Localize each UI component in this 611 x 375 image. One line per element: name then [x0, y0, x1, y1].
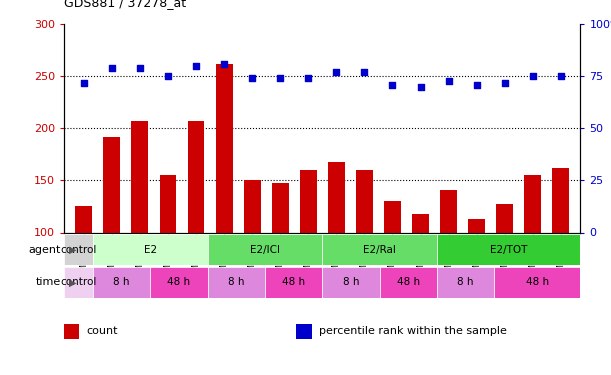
- Text: count: count: [87, 327, 119, 336]
- Bar: [328, 162, 345, 337]
- Text: control: control: [60, 278, 97, 287]
- Text: E2/TOT: E2/TOT: [490, 245, 527, 255]
- Bar: [244, 180, 260, 337]
- Point: [79, 80, 89, 86]
- Bar: [494, 267, 580, 298]
- Bar: [64, 267, 93, 298]
- Point: [219, 61, 229, 67]
- Text: 8 h: 8 h: [343, 278, 359, 287]
- Bar: [103, 137, 120, 337]
- Text: E2/Ral: E2/Ral: [363, 245, 396, 255]
- Bar: [356, 170, 373, 337]
- Bar: [552, 168, 569, 337]
- Point: [359, 69, 369, 75]
- Text: 48 h: 48 h: [397, 278, 420, 287]
- Bar: [524, 175, 541, 337]
- Point: [500, 80, 510, 86]
- Bar: [437, 267, 494, 298]
- Bar: [440, 190, 457, 337]
- Bar: [384, 201, 401, 337]
- Point: [304, 75, 313, 81]
- Point: [247, 75, 257, 81]
- Bar: [379, 267, 437, 298]
- Point: [276, 75, 285, 81]
- Point: [163, 74, 173, 80]
- Point: [107, 65, 117, 71]
- Text: ▶: ▶: [69, 278, 76, 287]
- Bar: [188, 121, 205, 337]
- Bar: [496, 204, 513, 337]
- Bar: [93, 234, 208, 265]
- Text: 48 h: 48 h: [526, 278, 549, 287]
- Point: [135, 65, 145, 71]
- Bar: [93, 267, 150, 298]
- Bar: [208, 267, 265, 298]
- Text: E2: E2: [144, 245, 157, 255]
- Text: 8 h: 8 h: [228, 278, 244, 287]
- Bar: [131, 121, 148, 337]
- Text: 8 h: 8 h: [113, 278, 130, 287]
- Text: control: control: [60, 245, 97, 255]
- Point: [472, 82, 481, 88]
- Text: agent: agent: [29, 245, 61, 255]
- Point: [556, 74, 566, 80]
- Point: [191, 63, 201, 69]
- Point: [331, 69, 341, 75]
- Point: [444, 78, 453, 84]
- Bar: [150, 267, 208, 298]
- Bar: [412, 214, 429, 337]
- Point: [387, 82, 397, 88]
- Text: 48 h: 48 h: [167, 278, 191, 287]
- Bar: [272, 183, 288, 337]
- Bar: [208, 234, 323, 265]
- Bar: [75, 207, 92, 337]
- Text: time: time: [36, 278, 61, 287]
- Bar: [216, 64, 233, 337]
- Text: GDS881 / 37278_at: GDS881 / 37278_at: [64, 0, 186, 9]
- Text: ▶: ▶: [69, 245, 76, 255]
- Point: [415, 84, 425, 90]
- Bar: [468, 219, 485, 337]
- Bar: [265, 267, 323, 298]
- Text: 48 h: 48 h: [282, 278, 305, 287]
- Point: [528, 74, 538, 80]
- Text: percentile rank within the sample: percentile rank within the sample: [319, 327, 507, 336]
- Text: 8 h: 8 h: [458, 278, 474, 287]
- Bar: [159, 175, 177, 337]
- Bar: [323, 234, 437, 265]
- Bar: [64, 234, 93, 265]
- Text: E2/ICI: E2/ICI: [250, 245, 280, 255]
- Bar: [300, 170, 316, 337]
- Bar: [437, 234, 580, 265]
- Bar: [323, 267, 379, 298]
